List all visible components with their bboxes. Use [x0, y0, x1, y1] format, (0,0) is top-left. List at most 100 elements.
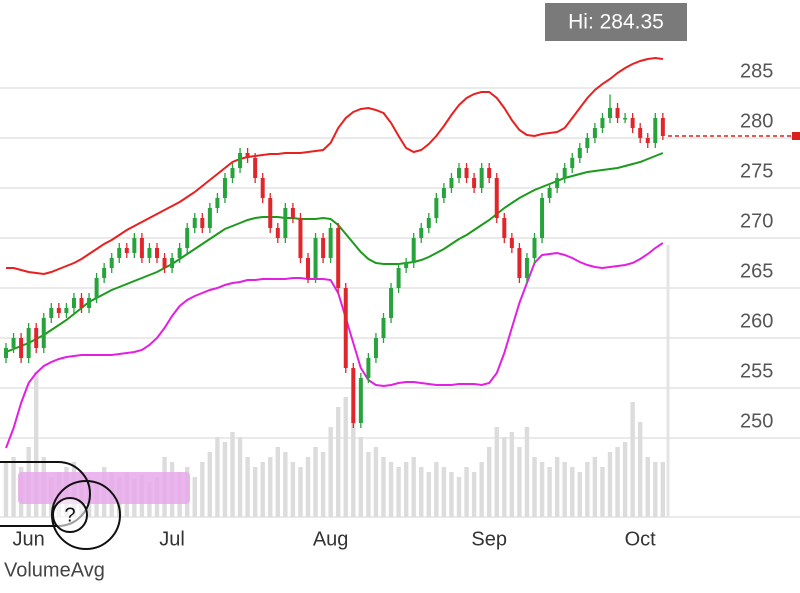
- candle-body: [472, 178, 477, 188]
- band-line: [5, 152, 664, 353]
- candle-body: [653, 118, 658, 143]
- candle-body: [381, 318, 386, 338]
- candle-body: [373, 338, 378, 358]
- candle-body: [577, 148, 582, 158]
- candle-body: [275, 228, 280, 238]
- candle-body: [313, 238, 318, 278]
- candle-body: [509, 238, 514, 248]
- candle-body: [298, 218, 303, 258]
- candle-body: [245, 153, 250, 158]
- volume-bar: [464, 467, 469, 517]
- volume-bar: [449, 472, 454, 517]
- candle-body: [487, 168, 492, 178]
- volume-bar: [592, 457, 598, 517]
- volume-bar: [600, 467, 605, 517]
- candle-body: [389, 288, 394, 318]
- volume-bar: [653, 462, 658, 517]
- y-tick-label: 255: [740, 360, 773, 382]
- candle-body: [555, 178, 560, 188]
- volume-bar: [351, 417, 356, 517]
- candle-body: [147, 248, 152, 258]
- volume-bar: [660, 462, 666, 517]
- volume-bar: [615, 447, 620, 517]
- candle-body: [630, 118, 635, 128]
- candle-body: [139, 238, 144, 258]
- volume-bar: [215, 437, 220, 517]
- candle-body: [494, 178, 499, 218]
- y-tick-label: 285: [740, 60, 773, 82]
- candle-body: [56, 308, 61, 313]
- candle-body: [638, 128, 643, 138]
- candle-body: [222, 178, 227, 198]
- volume-bar: [252, 467, 258, 517]
- volume-bar: [419, 467, 424, 517]
- volume-bar: [358, 437, 364, 517]
- volume-bar: [638, 422, 643, 517]
- candle-body: [283, 208, 288, 238]
- volume-bar: [343, 397, 348, 517]
- x-tick-label: Sep: [471, 528, 507, 550]
- volume-bar: [630, 402, 635, 517]
- volume-bar: [283, 452, 288, 517]
- volume-bar: [275, 447, 280, 517]
- volume-bar: [577, 472, 582, 517]
- volume-bar: [260, 462, 265, 517]
- candle-body: [34, 328, 39, 348]
- hi-badge: [545, 3, 687, 41]
- candle-body: [502, 218, 507, 238]
- candle-body: [260, 178, 265, 198]
- candle-body: [19, 338, 24, 358]
- legend-outline: [0, 461, 91, 527]
- help-button[interactable]: [52, 497, 88, 533]
- band-line: [6, 56, 664, 276]
- volume-bar: [313, 447, 318, 517]
- candle-body: [94, 278, 99, 298]
- candle-body: [215, 198, 220, 208]
- volume-bar: [570, 467, 575, 517]
- candle-body: [358, 378, 363, 423]
- y-tick-label: 275: [740, 160, 773, 182]
- candle-body: [623, 118, 628, 120]
- volume-bar: [554, 457, 560, 517]
- volume-bar: [366, 452, 371, 517]
- candle-body: [124, 248, 129, 253]
- candle-body: [336, 228, 341, 288]
- candle-body: [4, 348, 8, 358]
- candle-body: [396, 268, 401, 288]
- volume-bar: [607, 452, 613, 517]
- help-icon[interactable]: ?: [64, 504, 75, 526]
- volume-bar: [237, 437, 243, 517]
- candle-body: [608, 108, 612, 118]
- candle-body: [532, 238, 537, 258]
- x-tick-label: Aug: [313, 528, 349, 550]
- candle-body: [328, 228, 333, 258]
- volume-bar: [298, 467, 303, 517]
- candle-body: [366, 358, 371, 378]
- candle-body: [41, 318, 46, 348]
- x-tick-label: Jun: [13, 528, 45, 550]
- volume-bar: [222, 442, 228, 517]
- volume-bar: [479, 462, 484, 517]
- candle-body: [79, 298, 84, 308]
- volume-bar: [290, 462, 296, 517]
- candle-body: [155, 248, 159, 258]
- hi-label: Hi: 284.35: [568, 11, 664, 34]
- volume-bar: [645, 457, 650, 517]
- volume-bar: [562, 462, 567, 517]
- volume-bar: [494, 427, 499, 517]
- volume-bar: [547, 467, 552, 517]
- candle-body: [585, 138, 590, 148]
- candle-body: [404, 263, 409, 268]
- volume-bar: [622, 442, 628, 517]
- volume-bar: [403, 462, 409, 517]
- candle-body: [540, 198, 545, 238]
- candle-body: [592, 128, 597, 138]
- y-tick-label: 250: [740, 410, 773, 432]
- candle-body: [457, 168, 461, 178]
- volume-bar: [532, 457, 537, 517]
- candle-body: [268, 198, 273, 228]
- candle-body: [230, 168, 235, 178]
- candle-body: [207, 208, 212, 228]
- band-line: [5, 242, 664, 449]
